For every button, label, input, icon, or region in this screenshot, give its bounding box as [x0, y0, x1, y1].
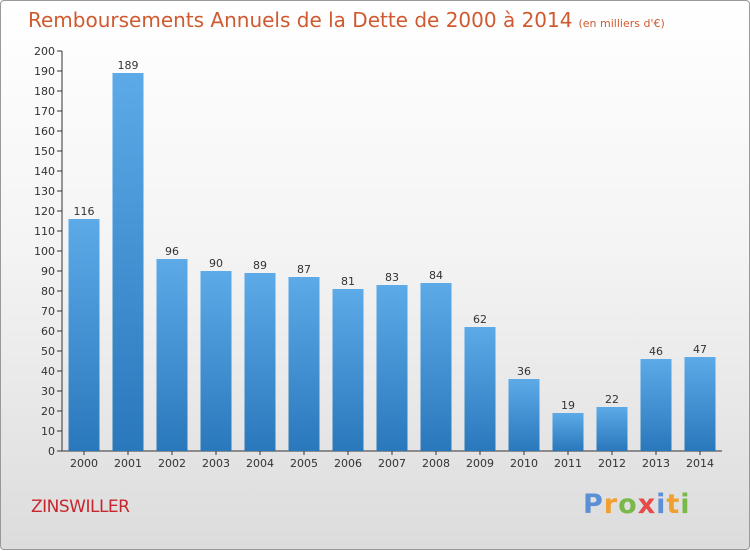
bar: [68, 219, 100, 451]
bar: [376, 285, 408, 451]
bar: [156, 259, 188, 451]
bar: [112, 73, 144, 451]
y-tick-label: 150: [34, 145, 55, 158]
chart-title-text: Remboursements Annuels de la Dette de 20…: [28, 8, 573, 32]
y-tick-label: 190: [34, 65, 55, 78]
bar-value-label: 84: [429, 269, 443, 282]
x-tick-label: 2003: [202, 457, 230, 470]
bar-value-label: 116: [74, 205, 95, 218]
bar: [244, 273, 276, 451]
y-tick-label: 110: [34, 225, 55, 238]
bar: [596, 407, 628, 451]
bar-value-label: 81: [341, 275, 355, 288]
x-tick-label: 2005: [290, 457, 318, 470]
bar-value-label: 83: [385, 271, 399, 284]
bar-value-label: 87: [297, 263, 311, 276]
x-tick-label: 2002: [158, 457, 186, 470]
logo-letter: r: [603, 489, 619, 520]
x-tick-label: 2004: [246, 457, 274, 470]
bar-value-label: 89: [253, 259, 267, 272]
y-tick-label: 170: [34, 105, 55, 118]
logo-letter: P: [583, 489, 604, 520]
x-tick-label: 2000: [70, 457, 98, 470]
y-tick-label: 160: [34, 125, 55, 138]
bar-value-label: 96: [165, 245, 179, 258]
y-tick-label: 140: [34, 165, 55, 178]
bar-value-label: 19: [561, 399, 575, 412]
bar: [640, 359, 672, 451]
bar: [332, 289, 364, 451]
x-tick-label: 2007: [378, 457, 406, 470]
proxiti-logo: Proxiti: [583, 489, 691, 520]
commune-name: ZINSWILLER: [31, 497, 130, 517]
y-tick-label: 100: [34, 245, 55, 258]
logo-letter: i: [680, 489, 691, 520]
y-tick-label: 200: [34, 45, 55, 58]
x-tick-label: 2001: [114, 457, 142, 470]
y-tick-label: 120: [34, 205, 55, 218]
y-tick-label: 80: [41, 285, 55, 298]
bar-value-label: 189: [118, 59, 139, 72]
bar: [684, 357, 716, 451]
chart-unit: (en milliers d'€): [578, 17, 665, 30]
x-tick-label: 2008: [422, 457, 450, 470]
y-tick-label: 130: [34, 185, 55, 198]
bar-value-label: 62: [473, 313, 487, 326]
bar: [420, 283, 452, 451]
x-tick-label: 2012: [598, 457, 626, 470]
bar: [200, 271, 232, 451]
y-tick-label: 90: [41, 265, 55, 278]
bar: [464, 327, 496, 451]
y-tick-label: 10: [41, 425, 55, 438]
y-tick-label: 20: [41, 405, 55, 418]
x-tick-label: 2009: [466, 457, 494, 470]
bar-value-label: 47: [693, 343, 707, 356]
y-tick-label: 50: [41, 345, 55, 358]
x-tick-label: 2013: [642, 457, 670, 470]
bar: [552, 413, 584, 451]
y-tick-label: 40: [41, 365, 55, 378]
logo-letter: x: [637, 489, 657, 520]
bar-value-label: 36: [517, 365, 531, 378]
bar-value-label: 90: [209, 257, 223, 270]
x-tick-label: 2010: [510, 457, 538, 470]
y-tick-label: 180: [34, 85, 55, 98]
bar: [508, 379, 540, 451]
y-tick-label: 0: [48, 445, 55, 458]
x-tick-label: 2011: [554, 457, 582, 470]
bar: [288, 277, 320, 451]
y-tick-label: 30: [41, 385, 55, 398]
bar-value-label: 46: [649, 345, 663, 358]
logo-letter: t: [666, 489, 681, 520]
y-tick-label: 60: [41, 325, 55, 338]
chart-title: Remboursements Annuels de la Dette de 20…: [28, 8, 665, 32]
x-tick-label: 2006: [334, 457, 362, 470]
logo-letter: i: [656, 489, 667, 520]
x-tick-label: 2014: [686, 457, 714, 470]
y-tick-label: 70: [41, 305, 55, 318]
bar-value-label: 22: [605, 393, 619, 406]
logo-letter: o: [618, 489, 638, 520]
